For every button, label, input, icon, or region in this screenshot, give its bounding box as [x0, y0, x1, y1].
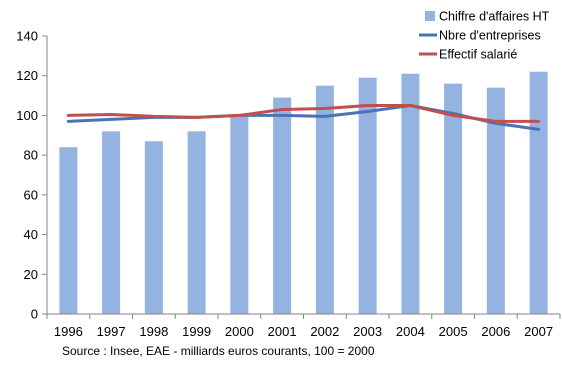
bar-2004	[401, 73, 420, 314]
legend-item: Nbre d'entreprises	[419, 29, 541, 43]
source-note: Source : Insee, EAE - milliards euros co…	[62, 344, 375, 358]
y-tick-label: 40	[24, 227, 38, 242]
legend-item: Effectif salarié	[419, 48, 517, 62]
x-tick-label: 2002	[310, 324, 339, 339]
x-tick-label: 2005	[439, 324, 468, 339]
x-tick-label: 1997	[97, 324, 126, 339]
x-tick-label: 2004	[396, 324, 425, 339]
bar-2000	[230, 115, 249, 315]
x-tick-label: 2006	[481, 324, 510, 339]
bar-1996	[59, 147, 78, 314]
bar-1998	[144, 141, 163, 314]
bar-2003	[358, 77, 377, 314]
legend-label: Effectif salarié	[439, 48, 517, 62]
bar-2005	[444, 83, 463, 314]
legend: Chiffre d'affaires HT Nbre d'entreprises E…	[419, 10, 550, 62]
y-tick-label: 60	[24, 187, 38, 202]
lines-layer	[66, 104, 541, 131]
bars-layer	[59, 71, 548, 315]
y-tick-label: 20	[24, 267, 38, 282]
bar-2007	[529, 71, 548, 315]
legend-item: Chiffre d'affaires HT	[425, 10, 550, 24]
y-tick-label: 120	[16, 68, 38, 83]
legend-swatch	[425, 11, 435, 21]
x-tick-label: 1998	[139, 324, 168, 339]
bar-2001	[273, 97, 292, 314]
y-tick-label: 80	[24, 148, 38, 163]
x-tick-label: 1999	[182, 324, 211, 339]
bar-1999	[187, 131, 206, 314]
bar-1997	[102, 131, 121, 314]
bar-2002	[315, 85, 334, 314]
bar-2006	[486, 87, 505, 314]
axes-layer: 0 20 40 60 80 100 120 140 1996 1997 1998 1999 2000 20…	[16, 29, 561, 339]
y-tick-label: 140	[16, 29, 38, 44]
line-series-2	[66, 104, 541, 123]
y-tick-label: 0	[31, 307, 38, 322]
x-tick-label: 2001	[268, 324, 297, 339]
x-tick-label: 2007	[524, 324, 553, 339]
legend-label: Nbre d'entreprises	[439, 29, 541, 43]
x-tick-label: 1996	[54, 324, 83, 339]
y-tick-label: 100	[16, 108, 38, 123]
legend-label: Chiffre d'affaires HT	[439, 10, 550, 24]
x-tick-label: 2003	[353, 324, 382, 339]
x-tick-label: 2000	[225, 324, 254, 339]
